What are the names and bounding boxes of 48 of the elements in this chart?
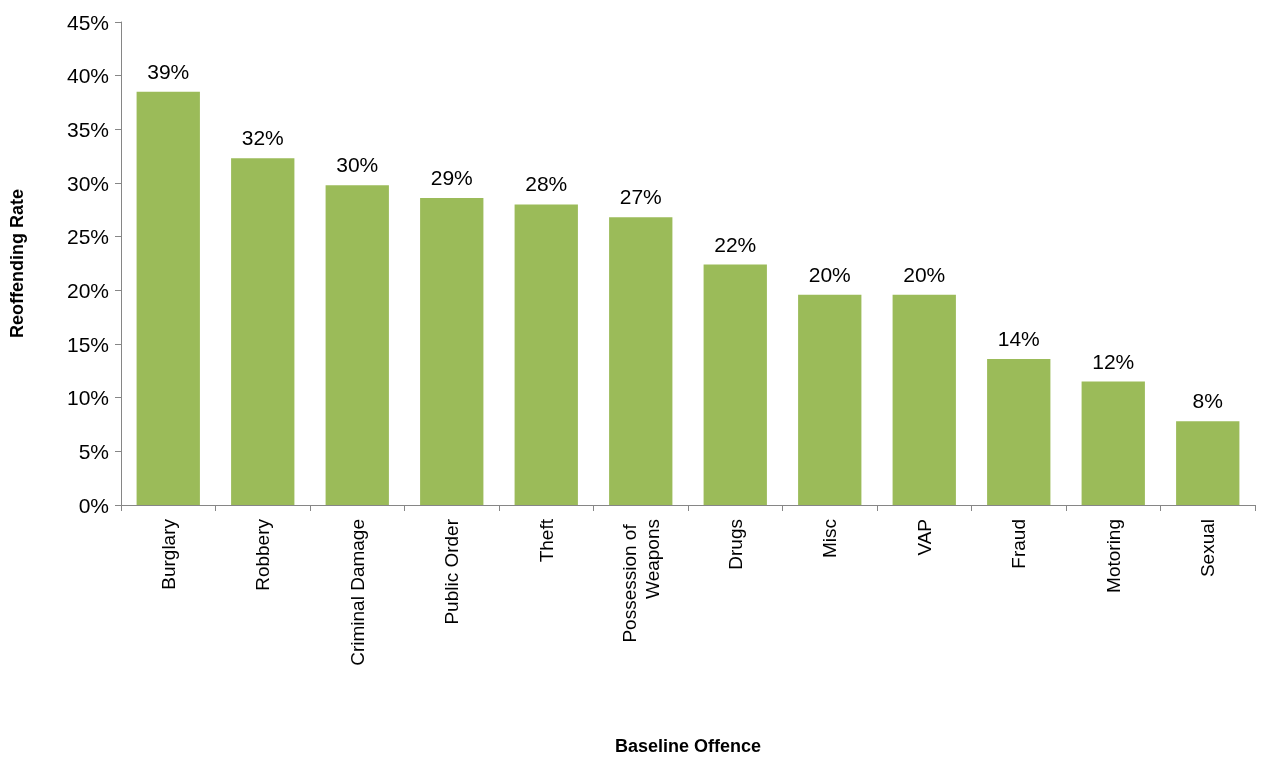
x-tick-label: Drugs <box>724 519 746 570</box>
y-tick-label: 15% <box>66 332 109 356</box>
data-label: 14% <box>997 327 1040 351</box>
x-tick-label: Fraud <box>1008 519 1030 569</box>
x-tick-label: Public Order <box>441 518 463 625</box>
bar <box>987 359 1051 505</box>
x-tick-label: Misc <box>819 519 841 559</box>
bar <box>1081 381 1145 505</box>
bar <box>1176 421 1240 505</box>
bar <box>231 158 295 505</box>
data-label: 32% <box>241 126 284 150</box>
data-label: 12% <box>1092 349 1135 373</box>
y-tick-label: 25% <box>66 225 109 249</box>
y-tick-label: 5% <box>78 439 109 463</box>
y-tick-label: 30% <box>66 171 109 195</box>
x-tick-label: Burglary <box>157 518 179 590</box>
x-tick-label: Theft <box>535 518 557 563</box>
y-tick-label: 0% <box>78 493 109 517</box>
y-tick-label: 35% <box>66 117 109 141</box>
y-tick-label: 20% <box>66 278 109 302</box>
x-tick-label: VAP <box>913 519 935 556</box>
bar <box>703 264 767 505</box>
y-tick-label: 45% <box>66 10 109 34</box>
bar <box>136 91 200 505</box>
y-tick-label: 10% <box>66 386 109 410</box>
data-label: 30% <box>336 153 379 177</box>
bar <box>609 217 673 505</box>
x-axis-title: Baseline Offence <box>614 736 762 756</box>
data-label: 22% <box>714 232 757 256</box>
data-label: 28% <box>525 172 568 196</box>
y-tick-label: 40% <box>66 64 109 88</box>
bar <box>420 198 484 505</box>
bar <box>892 294 956 505</box>
data-label: 39% <box>147 59 190 83</box>
data-label: 29% <box>430 166 473 190</box>
x-tick-label: Sexual <box>1197 519 1219 578</box>
x-tick-label: Motoring <box>1102 519 1124 593</box>
data-label: 20% <box>903 262 946 286</box>
bar <box>514 204 578 505</box>
data-label: 20% <box>808 262 851 286</box>
bar <box>798 294 862 505</box>
data-label: 8% <box>1192 389 1223 413</box>
x-tick-label: Possession of Weapons <box>618 519 663 643</box>
bar <box>325 185 389 505</box>
y-axis-title: Reoffending Rate <box>7 188 27 339</box>
x-tick-label: Criminal Damage <box>346 519 368 666</box>
x-tick-label: Robbery <box>252 518 274 591</box>
data-label: 27% <box>619 185 662 209</box>
